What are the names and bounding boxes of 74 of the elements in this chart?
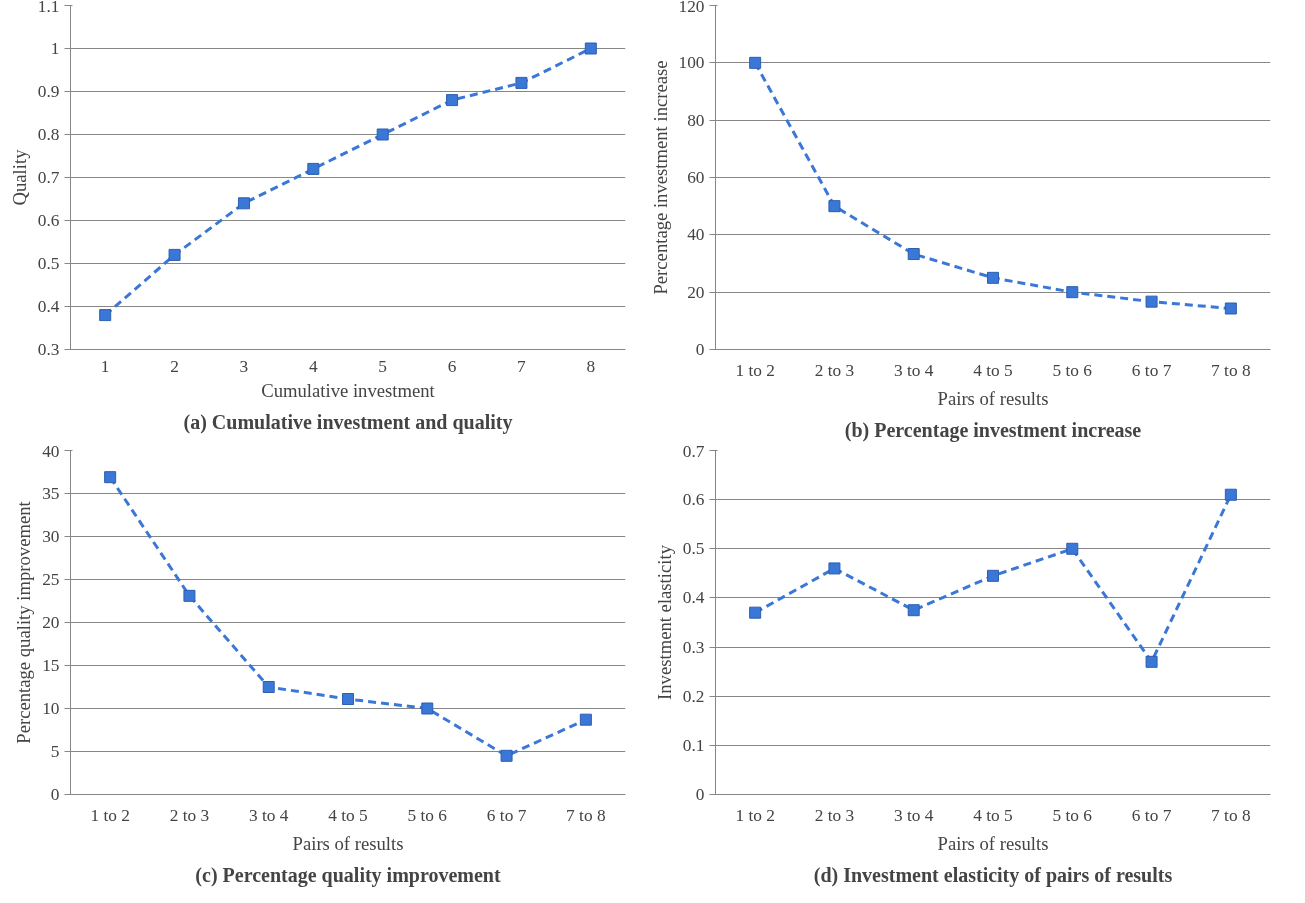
x-tick-label: 1 to 2 [90,805,130,825]
x-tick-label: 7 to 8 [1211,805,1251,825]
y-tick-label: 40 [42,441,60,461]
y-axis-title: Percentage investment increase [649,60,671,295]
x-axis-title: Cumulative investment [261,379,436,401]
x-tick-label: 4 to 5 [973,360,1013,380]
y-tick-label: 35 [42,484,60,503]
y-tick-label: 0.5 [37,254,60,273]
x-tick-label: 3 to 4 [893,360,934,380]
x-tick-label: 3 to 4 [893,805,934,825]
x-tick-label: 2 to 3 [814,360,855,380]
y-axis-title: Percentage quality improvement [13,500,35,744]
x-tick-label: 4 to 5 [328,805,368,825]
text: (b) Percentage investment increase [844,418,1142,442]
x-tick-label: 6 to 7 [1131,805,1172,825]
y-axis-title: Investment elasticity [653,544,675,700]
x-tick-label: 2 to 3 [169,805,210,825]
y-tick-label: 0.3 [37,340,60,359]
y-tick-label: 0.7 [37,168,60,187]
y-tick-label: 40 [687,225,705,245]
y-tick-label: 0.7 [682,441,705,461]
x-tick-label: 2 [170,356,179,376]
y-tick-label: 5 [50,742,60,761]
text: (a) Cumulative investment and quality [183,410,513,434]
y-tick-label: 0.2 [682,686,705,706]
y-axis-title: Quality [8,148,30,206]
x-tick-label: 5 [378,356,388,376]
y-tick-label: 25 [42,570,60,589]
y-tick-label: 0 [695,785,705,804]
y-tick-label: 20 [42,613,60,632]
y-tick-label: 0 [50,785,60,804]
x-tick-label: 6 [447,356,457,376]
y-tick-label: 0.1 [682,735,705,755]
x-tick-label: 6 to 7 [486,805,527,825]
x-tick-label: 5 to 6 [1052,360,1093,380]
y-tick-label: 60 [687,168,705,187]
y-tick-label: 0.9 [37,82,60,101]
x-tick-label: 5 to 6 [407,805,448,825]
x-tick-label: 2 to 3 [814,805,855,825]
x-tick-label: 6 to 7 [1131,360,1172,380]
x-tick-label: 4 to 5 [973,805,1013,825]
y-tick-label: 80 [687,110,705,130]
x-tick-label: 8 [586,356,596,376]
x-tick-label: 7 [517,356,527,376]
x-tick-label: 1 [100,356,110,376]
x-axis-title: Pairs of results [937,832,1049,854]
x-tick-label: 3 to 4 [248,805,289,825]
y-tick-label: 0.6 [37,211,60,230]
y-tick-label: 1.1 [37,0,60,16]
x-tick-label: 1 to 2 [735,805,775,825]
y-tick-label: 0.6 [682,490,705,510]
y-tick-label: 1 [50,39,60,58]
text: (c) Percentage quality improvement [195,863,501,887]
y-tick-label: 100 [678,53,705,73]
x-axis-title: Pairs of results [937,387,1049,409]
x-tick-label: 1 to 2 [735,360,775,380]
y-tick-label: 10 [42,699,60,718]
x-tick-label: 5 to 6 [1052,805,1093,825]
x-axis-title: Pairs of results [292,832,404,854]
y-tick-label: 0.4 [682,588,705,608]
y-tick-label: 0.5 [682,539,705,559]
y-tick-label: 30 [42,527,60,546]
text: (d) Investment elasticity of pairs of results [813,863,1173,887]
y-tick-label: 0 [695,340,705,359]
x-tick-label: 7 to 8 [566,805,606,825]
x-tick-label: 7 to 8 [1211,360,1251,380]
x-tick-label: 4 [308,356,318,376]
y-tick-label: 120 [678,0,705,16]
y-tick-label: 0.4 [37,297,60,316]
y-tick-label: 15 [42,656,60,675]
y-tick-label: 20 [687,282,705,302]
y-tick-label: 0.3 [682,637,705,657]
y-tick-label: 0.8 [37,125,60,144]
x-tick-label: 3 [239,356,249,376]
